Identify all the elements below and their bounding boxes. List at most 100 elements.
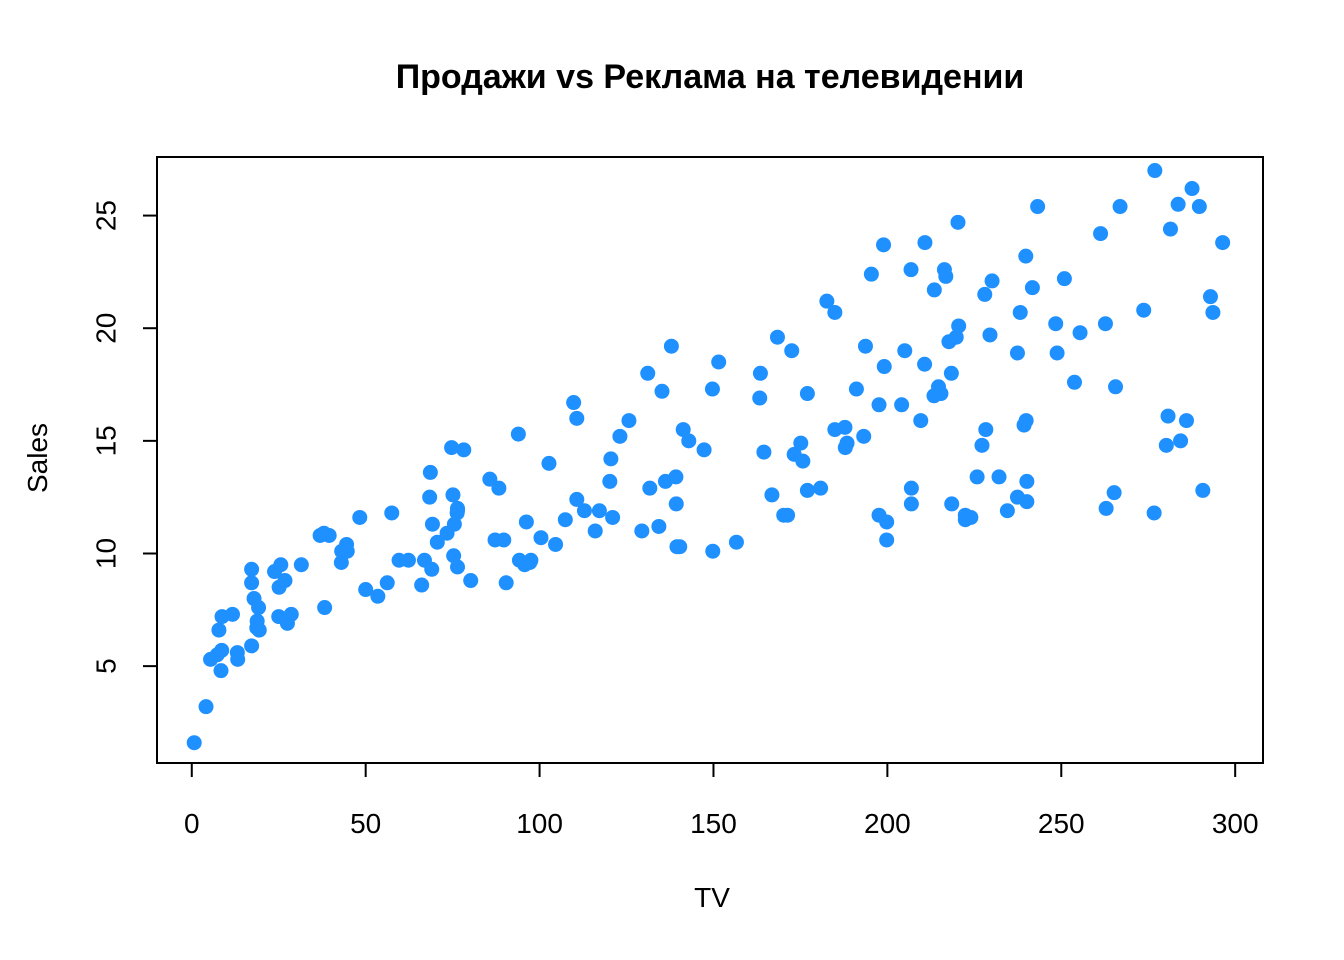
chart-title: Продажи vs Реклама на телевидении [395,58,1025,96]
data-point [1195,482,1211,498]
data-point [675,422,691,438]
data-point [711,354,727,370]
data-point [977,286,993,302]
data-point [938,268,954,284]
data-point [894,397,910,413]
data-point [1170,196,1186,212]
data-point [827,304,843,320]
data-point [1098,500,1114,516]
data-point [244,638,260,654]
data-point [681,433,697,449]
data-point [780,507,796,523]
data-point [1009,345,1025,361]
x-tick-label: 200 [864,808,911,839]
data-point [984,273,1000,289]
data-point [224,606,240,622]
data-point [566,395,582,411]
data-point [1049,345,1065,361]
data-point [793,435,809,451]
data-point [974,437,990,453]
data-point [587,523,603,539]
data-point [1019,473,1035,489]
data-point [244,561,260,577]
data-point [277,573,293,589]
data-point [897,343,913,359]
data-point [978,422,994,438]
data-point [752,365,768,381]
data-point [358,582,374,598]
data-point [944,496,960,512]
data-point [837,419,853,435]
data-point [293,557,309,573]
data-point [876,359,892,375]
data-point [876,237,892,253]
data-point [1160,408,1176,424]
data-point [634,523,650,539]
data-point [1158,437,1174,453]
y-tick-label: 20 [90,313,121,344]
data-point [1093,226,1109,242]
data-point [273,557,289,573]
data-point [879,532,895,548]
x-tick-label: 150 [690,808,737,839]
data-point [839,435,855,451]
data-point [1173,433,1189,449]
data-point [591,503,607,519]
data-point [1012,304,1028,320]
data-point [917,356,933,372]
data-point [449,559,465,575]
data-point [317,600,333,616]
plot-frame [156,156,1264,764]
data-point [1018,413,1034,429]
data-point [654,383,670,399]
data-point [672,539,688,555]
data-point [445,487,461,503]
data-point [1162,221,1178,237]
data-point [857,338,873,354]
data-point [903,480,919,496]
data-point [211,622,227,638]
data-point [903,262,919,278]
data-point [339,543,355,559]
data-point [198,699,214,715]
data-point [379,575,395,591]
data-point [384,505,400,521]
data-point [1072,325,1088,341]
data-point [333,555,349,571]
data-point [879,514,895,530]
data-point [813,480,829,496]
data-point [1136,302,1152,318]
data-point [668,496,684,512]
data-point [696,442,712,458]
data-point [819,293,835,309]
data-point [603,451,619,467]
x-tick-label: 0 [184,808,200,839]
data-point [251,622,267,638]
data-point [621,413,637,429]
data-point [510,426,526,442]
data-point [602,473,618,489]
data-point [950,214,966,230]
data-point [756,444,772,460]
data-point [429,534,445,550]
data-point [795,453,811,469]
data-point [446,516,462,532]
data-point [186,735,202,751]
data-point [863,266,879,282]
data-point [999,503,1015,519]
data-point [444,440,460,456]
data-point [370,588,386,604]
y-tick-label: 10 [90,538,121,569]
data-point [799,482,815,498]
data-point [251,600,267,616]
data-point [1202,289,1218,305]
data-point [948,329,964,345]
data-point [1106,485,1122,501]
data-point [668,469,684,485]
data-point [651,518,667,534]
data-point [463,573,479,589]
x-tick-label: 50 [350,808,381,839]
data-point [728,534,744,550]
data-point [951,318,967,334]
